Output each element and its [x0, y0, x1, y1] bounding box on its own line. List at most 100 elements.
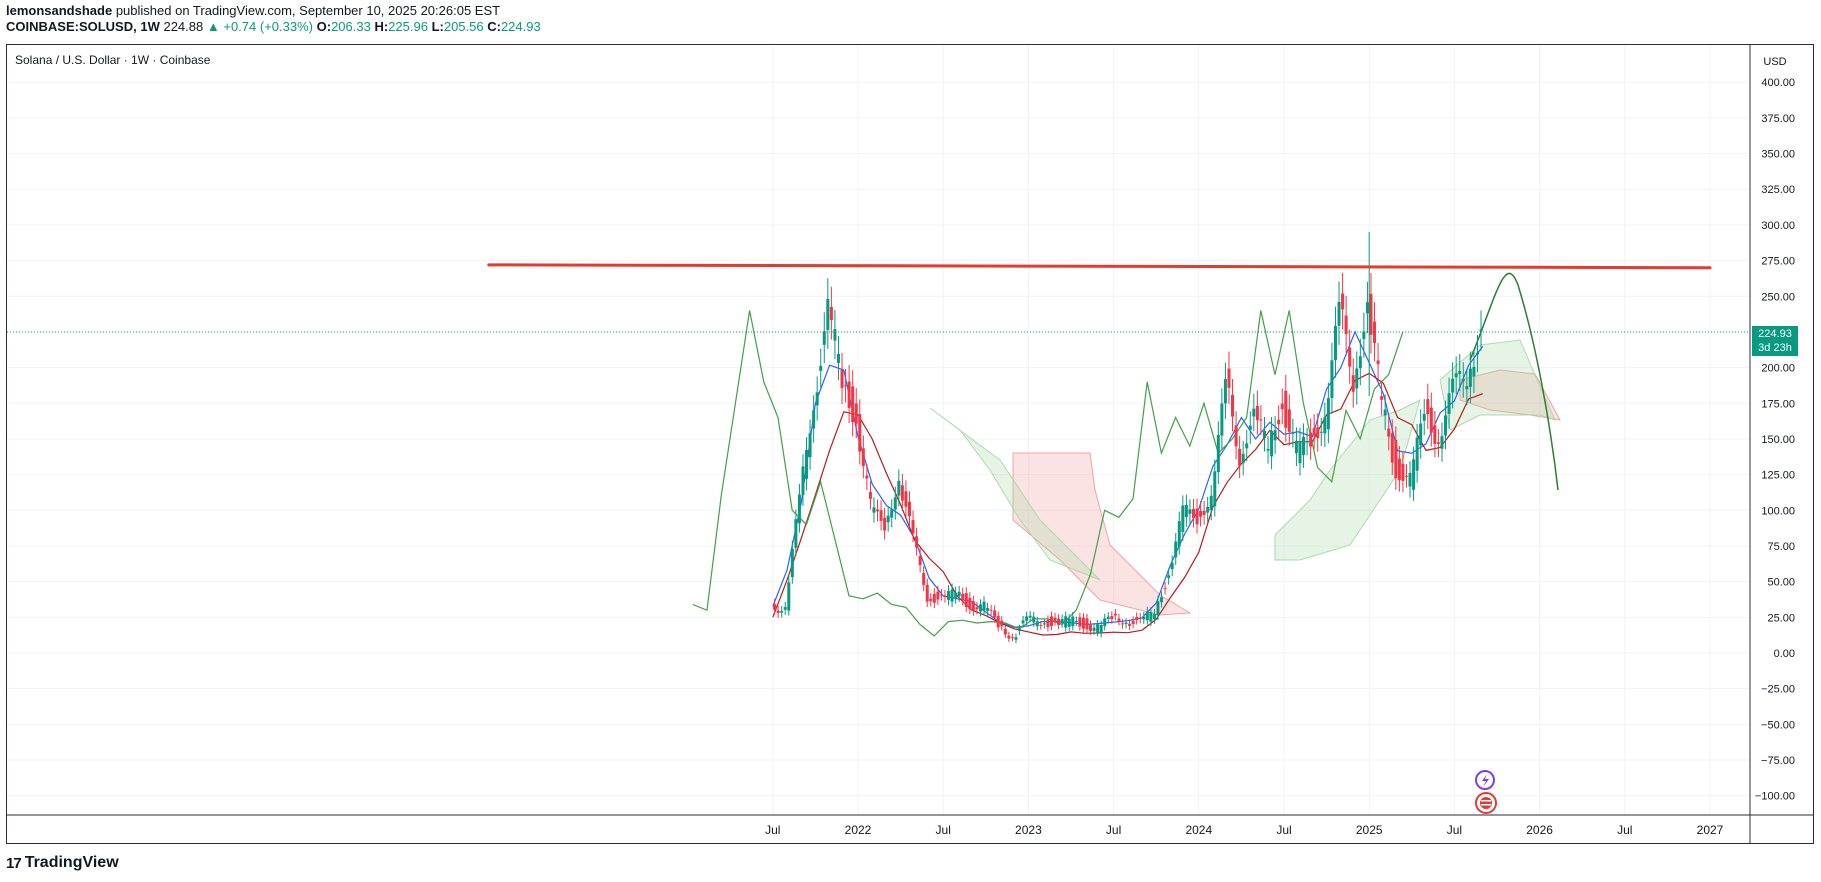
candle-body: [1326, 398, 1330, 430]
candle-body: [890, 509, 894, 518]
candle-body: [1266, 448, 1270, 451]
candle-body: [1042, 623, 1046, 625]
candle-body: [1447, 393, 1451, 414]
candle-body: [925, 584, 929, 602]
tradingview-logo[interactable]: 17 TradingView: [6, 854, 119, 872]
candle-body: [993, 610, 997, 618]
candle-body: [1305, 441, 1309, 443]
candle-body: [936, 591, 940, 600]
candle-body: [1415, 437, 1419, 471]
candle-body: [971, 601, 975, 611]
candle-body: [939, 594, 943, 596]
candle-body: [1351, 375, 1355, 392]
close-value: 224.93: [500, 19, 541, 34]
candle-body: [1259, 419, 1263, 421]
candle-body: [879, 510, 883, 521]
y-tick-label: 200.00: [1761, 363, 1795, 375]
candle-body: [1078, 617, 1082, 627]
candle-body: [1099, 624, 1103, 634]
candle-body: [1145, 611, 1149, 621]
candle-body: [1238, 448, 1242, 466]
candle-body: [1074, 620, 1078, 622]
candle-body: [947, 590, 951, 600]
candle-body: [787, 582, 791, 611]
candle-body: [1018, 628, 1022, 631]
candle-body: [861, 448, 865, 467]
candle-body: [1092, 627, 1096, 631]
candle-body: [1060, 619, 1064, 624]
y-tick-label: 400.00: [1761, 77, 1795, 89]
y-tick-label: 75.00: [1767, 541, 1795, 553]
currency-label[interactable]: USD: [1763, 56, 1786, 68]
candle-body: [1458, 370, 1462, 375]
base-line: [772, 372, 1484, 636]
cloud-bull-2025: [1439, 339, 1556, 431]
candle-body: [1344, 315, 1348, 335]
author-name[interactable]: lemonsandshade: [6, 3, 113, 18]
candle-body: [1191, 508, 1195, 518]
candle-body: [1330, 360, 1334, 399]
y-tick-label: 25.00: [1767, 612, 1795, 624]
candle-body: [1412, 459, 1416, 490]
candle-body: [822, 331, 826, 345]
candle-body: [1049, 616, 1053, 626]
candle-body: [1479, 329, 1483, 332]
candle-body: [1429, 407, 1433, 433]
candle-body: [1333, 325, 1337, 361]
candle-body: [1475, 352, 1479, 355]
y-tick-label: −50.00: [1761, 719, 1795, 731]
candle-body: [1255, 405, 1259, 421]
candle-body: [1067, 618, 1071, 627]
candle-body: [844, 385, 848, 387]
candle-body: [886, 515, 890, 523]
candle-body: [1113, 613, 1117, 616]
candle-body: [1089, 624, 1093, 631]
candle-body: [1184, 504, 1188, 518]
candle-body: [932, 593, 936, 603]
x-tick-label: 2027: [1697, 823, 1724, 837]
candle-body: [1472, 366, 1476, 377]
candle-body: [819, 365, 823, 371]
candle-body: [1039, 625, 1043, 627]
y-tick-label: 0.00: [1774, 648, 1795, 660]
candle-body: [815, 392, 819, 406]
candle-body: [964, 593, 968, 607]
candle-body: [1096, 624, 1100, 633]
candle-body: [961, 593, 965, 600]
candle-body: [1365, 302, 1369, 314]
x-tick-label: Jul: [765, 823, 780, 837]
candle-body: [1280, 403, 1284, 410]
candle-body: [797, 494, 801, 524]
x-tick-label: Jul: [1617, 823, 1632, 837]
candle-body: [1451, 378, 1455, 393]
candle-body: [1138, 617, 1142, 619]
cloud-bull-2024: [1274, 399, 1421, 561]
candle-body: [1422, 413, 1426, 421]
candle-body: [858, 414, 862, 452]
candle-body: [794, 519, 798, 548]
candle-body: [1316, 427, 1320, 439]
ohlc-row: COINBASE:SOLUSD, 1W 224.88 ▲ +0.74 (+0.3…: [6, 19, 541, 35]
candle-body: [883, 517, 887, 531]
candle-body: [1209, 495, 1213, 511]
candle-body: [1241, 453, 1245, 464]
candle-body: [1057, 618, 1061, 625]
candle-body: [833, 329, 837, 341]
lightning-event-icon[interactable]: [1475, 770, 1495, 790]
candle-body: [1397, 458, 1401, 481]
candle-body: [1234, 425, 1238, 447]
y-tick-label: 375.00: [1761, 113, 1795, 125]
candle-body: [978, 604, 982, 612]
candle-body: [1390, 433, 1394, 463]
y-tick-label: 350.00: [1761, 149, 1795, 161]
published-text: published on TradingView.com, September …: [115, 3, 501, 18]
candle-body: [1404, 475, 1408, 477]
us-flag-event-icon[interactable]: [1475, 792, 1497, 814]
candle-body: [1149, 612, 1153, 622]
resistance-line: [487, 263, 1712, 270]
candle-body: [1152, 613, 1156, 620]
x-tick-label: 2023: [1015, 823, 1042, 837]
candle-body: [957, 591, 961, 597]
candle-body: [808, 433, 812, 458]
